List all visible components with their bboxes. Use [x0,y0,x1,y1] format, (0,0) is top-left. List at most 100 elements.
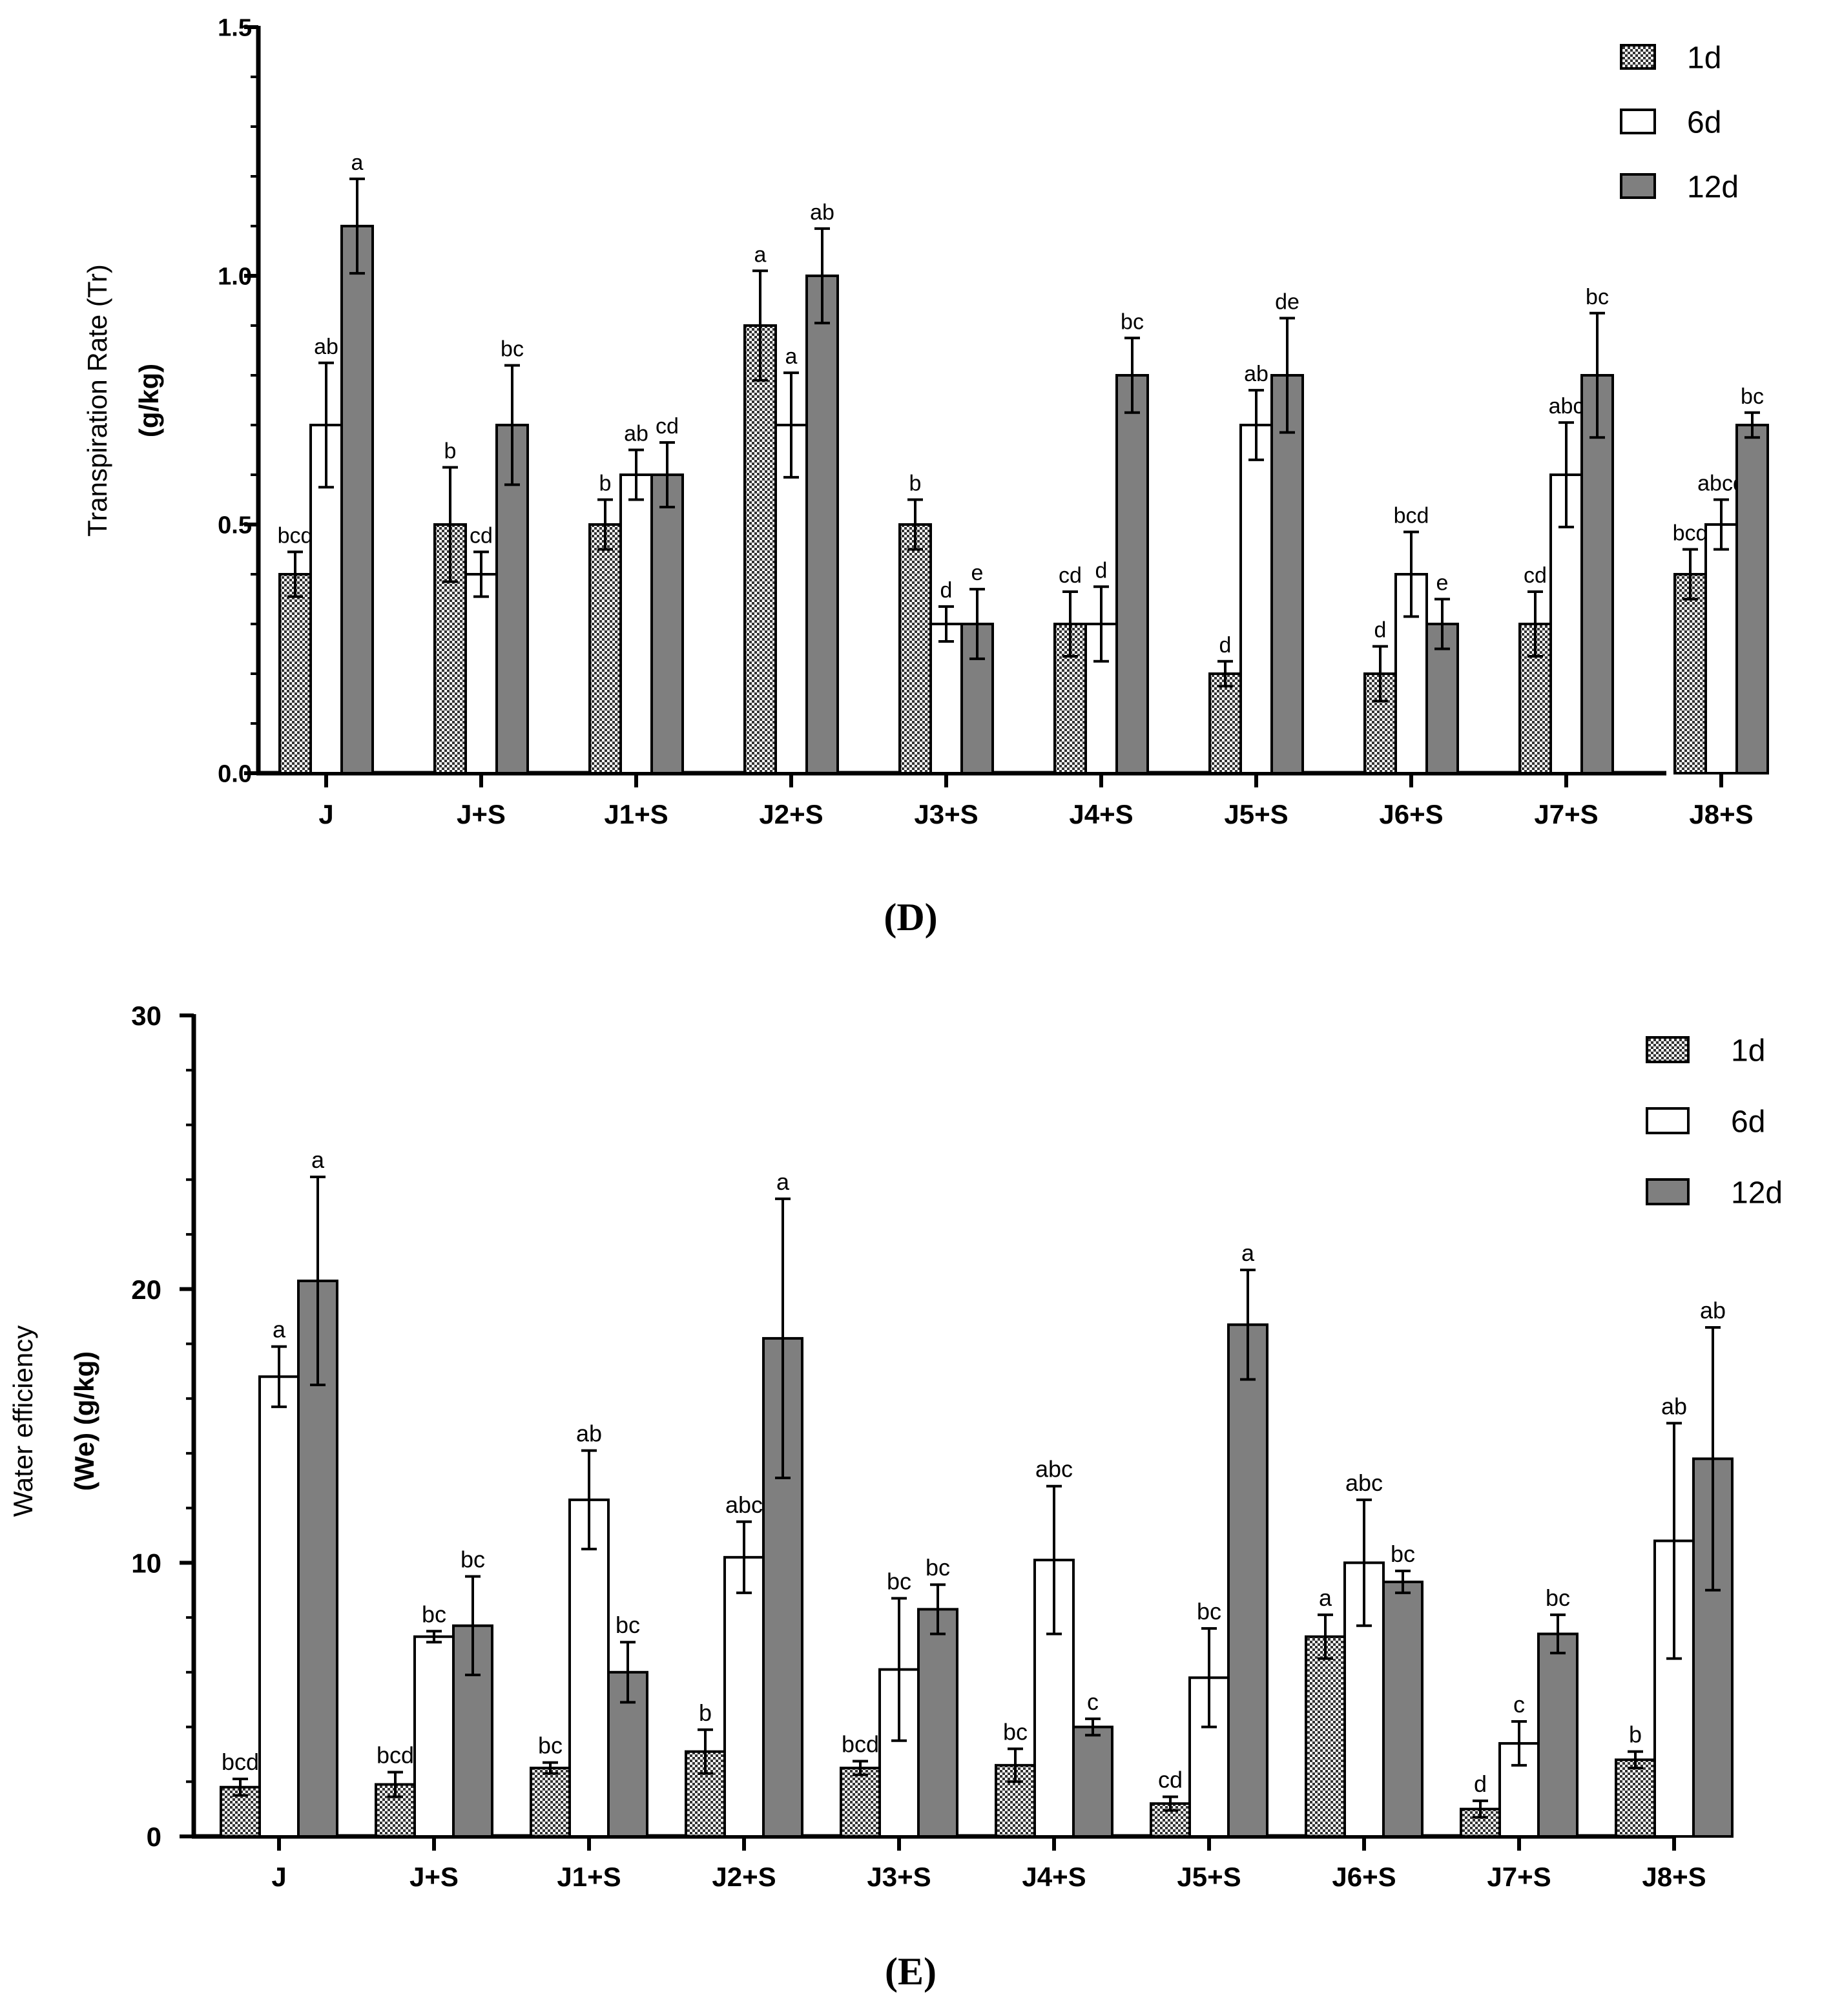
significance-letter: cd [470,523,493,548]
significance-letter: ab [810,200,834,225]
significance-letter: bc [616,1612,640,1638]
x-tick-label: J3+S [914,799,978,829]
y-tick-label: 0.5 [218,512,252,539]
significance-letter: bcd [1394,504,1429,528]
bar-1d-J1+S [588,523,622,774]
bar-1d-J6+S [1305,1635,1346,1838]
x-tick-label: J [271,1862,286,1892]
legend-swatch-12d [1646,1178,1690,1205]
x-tick-label: J5+S [1177,1862,1241,1892]
significance-letter: d [1474,1771,1487,1797]
significance-letter: a [273,1316,286,1343]
y-axis-title: Water efficiency [8,1325,38,1517]
significance-letter: ab [1700,1297,1726,1324]
y-axis-title: Transpiration Rate (Tr) [82,264,112,537]
significance-letter: abc [1345,1470,1383,1496]
bar-6d-J5+S [1239,424,1273,774]
legend-label: 12d [1687,170,1739,204]
bar-6d-J [258,1375,300,1838]
bar-6d-J3+S [929,623,963,774]
bar-6d-J2+S [723,1555,765,1838]
x-tick-label: J1+S [557,1862,621,1892]
significance-letter: ab [576,1420,602,1447]
x-tick-label: J7+S [1487,1862,1551,1892]
x-tick-label: J1+S [604,799,668,829]
significance-letter: cd [1059,563,1082,588]
bar-12d-J8+S [1692,1457,1734,1838]
legend-label: 6d [1731,1105,1765,1139]
significance-letter: cd [656,414,679,439]
legend-swatch-6d [1646,1107,1690,1134]
significance-letter: abc [1549,394,1584,419]
y-tick-label: 0.0 [218,761,252,788]
significance-letter: c [1087,1689,1099,1715]
x-tick-label: J5+S [1224,799,1288,829]
bar-12d-J [340,225,374,774]
significance-letter: a [754,242,767,267]
bar-1d-J5+S [1208,672,1242,774]
y-axis-unit: (g/kg) [134,364,164,437]
significance-letter: bcd [377,1741,414,1768]
significance-letter: e [1436,571,1449,596]
significance-letter: a [351,151,364,175]
significance-letter: d [1095,558,1108,583]
significance-letter: b [1629,1721,1642,1748]
significance-letter: c [1513,1691,1525,1718]
x-tick-label: J4+S [1022,1862,1086,1892]
x-tick-label: J2+S [712,1862,776,1892]
panel-label: (E) [885,1950,937,1993]
bar-12d-J6+S [1382,1580,1423,1838]
significance-letter: a [1241,1240,1255,1266]
bar-12d-J4+S [1115,374,1149,774]
bar-12d-J5+S [1270,374,1304,774]
significance-letter: b [444,439,457,463]
bar-1d-J+S [375,1783,416,1838]
bar-6d-J8+S [1704,523,1738,774]
significance-letter: de [1275,289,1299,314]
significance-letter: bc [1741,384,1764,409]
bar-12d-J7+S [1537,1632,1579,1838]
significance-letter: d [1374,618,1387,643]
y-tick-label: 20 [131,1274,161,1305]
bar-6d-J1+S [568,1498,610,1838]
y-tick-label: 10 [131,1548,161,1578]
y-tick-label: 1.0 [218,264,252,291]
bar-12d-J3+S [917,1608,958,1838]
bar-1d-J8+S [1673,573,1707,774]
significance-letter: bcd [278,523,313,548]
panel-label: (D) [884,896,937,939]
significance-letter: bcd [842,1730,879,1757]
x-tick-label: J6+S [1332,1862,1396,1892]
bar-6d-J1+S [619,473,653,774]
x-tick-label: J4+S [1069,799,1133,829]
significance-letter: bcd [1673,521,1708,546]
significance-letter: cd [1524,563,1547,588]
legend-label: 1d [1731,1034,1765,1068]
significance-letter: bc [1586,285,1609,309]
x-tick-label: J8+S [1642,1862,1706,1892]
significance-letter: bc [538,1732,563,1759]
significance-letter: abc [1035,1456,1073,1482]
bar-1d-J3+S [898,523,932,774]
significance-letter: bc [1391,1541,1415,1567]
significance-letter: bc [1546,1585,1570,1611]
legend-swatch-12d [1620,173,1656,199]
significance-letter: ab [624,422,648,446]
significance-letter: a [785,344,798,369]
significance-letter: bc [887,1568,911,1594]
legend-label: 1d [1687,41,1721,75]
x-tick-label: J+S [409,1862,459,1892]
significance-letter: ab [1244,362,1268,386]
x-tick-label: J3+S [867,1862,931,1892]
significance-letter: ab [314,335,338,359]
significance-letter: bc [1121,309,1144,334]
bar-12d-J8+S [1735,424,1769,774]
significance-letter: cd [1158,1767,1183,1793]
bar-1d-J2+S [743,324,777,774]
legend-swatch-1d [1620,44,1656,70]
legend-label: 12d [1731,1176,1783,1210]
bar-12d-J2+S [805,275,839,774]
legend-label: 6d [1687,105,1721,140]
